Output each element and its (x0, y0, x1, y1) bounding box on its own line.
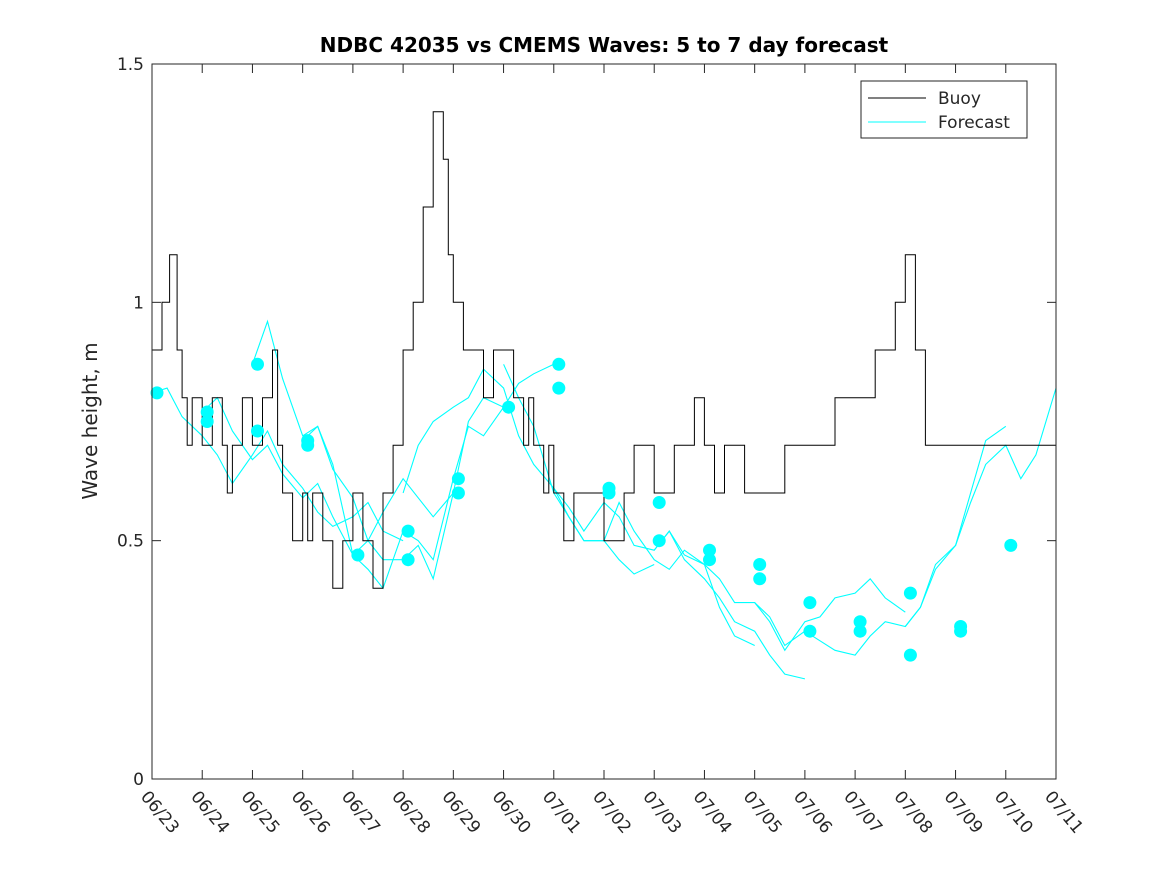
y-tick-label: 0.5 (117, 532, 144, 552)
y-axis-label: Wave height, m (78, 342, 102, 499)
forecast-line-3 (251, 319, 505, 590)
legend-box (860, 80, 1028, 139)
forecast-init-point (251, 357, 264, 371)
buoy-line (152, 111, 1056, 589)
forecast-init-point (552, 381, 566, 395)
forecast-init-point (703, 553, 716, 567)
forecast-init-point (853, 615, 867, 629)
forecast-init-point (954, 624, 968, 638)
forecast-init-point (652, 534, 666, 548)
forecast-init-point (401, 553, 415, 567)
forecast-init-point (451, 472, 465, 486)
forecast-line-5 (402, 368, 655, 575)
forecast-line-4 (302, 363, 555, 581)
y-tick-label: 0 (133, 770, 144, 790)
forecast-init-point (451, 486, 465, 500)
forecast-line-7 (553, 487, 806, 680)
y-tick-label: 1.5 (117, 55, 144, 75)
forecast-init-point (652, 496, 666, 509)
forecast-init-point (903, 648, 917, 662)
legend: Buoy Forecast (860, 80, 1028, 139)
legend-buoy-label: Buoy (938, 89, 981, 109)
y-tick-label: 1 (133, 293, 144, 313)
chart-marks (150, 111, 1057, 680)
forecast-init-point (251, 424, 264, 438)
legend-forecast-label: Forecast (938, 113, 1010, 133)
forecast-init-point (703, 543, 716, 557)
forecast-init-point (351, 548, 365, 562)
forecast-line-8 (653, 530, 906, 652)
chart-title: NDBC 42035 vs CMEMS Waves: 5 to 7 day fo… (320, 33, 889, 57)
plot-area (152, 64, 1056, 779)
forecast-init-point (853, 624, 867, 638)
forecast-init-point (903, 586, 917, 600)
forecast-init-point (150, 386, 164, 400)
forecast-init-point (502, 400, 516, 414)
forecast-init-point (803, 596, 817, 610)
forecast-line-10 (904, 387, 1057, 627)
forecast-init-point (401, 524, 415, 538)
forecast-init-point (803, 624, 817, 638)
forecast-init-point (200, 405, 214, 419)
forecast-init-point (200, 415, 214, 428)
forecast-init-point (753, 558, 767, 571)
forecast-init-point (552, 357, 566, 371)
forecast-init-point (1004, 538, 1018, 552)
forecast-init-point (753, 572, 767, 586)
plot-background (152, 64, 1056, 779)
forecast-init-point (301, 438, 315, 452)
forecast-line-9 (754, 425, 1007, 656)
forecast-init-point (602, 486, 616, 500)
